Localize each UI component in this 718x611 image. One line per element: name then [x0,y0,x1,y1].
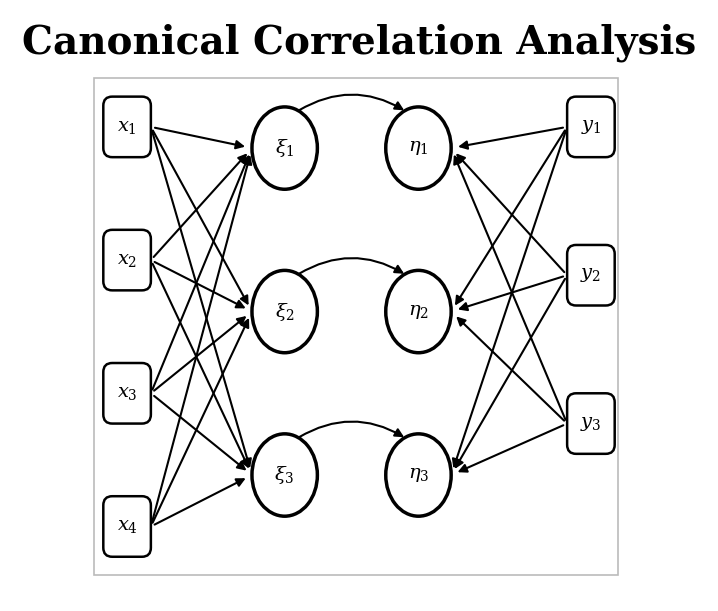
FancyBboxPatch shape [567,393,615,454]
Ellipse shape [386,107,451,189]
Text: $y_2$: $y_2$ [580,266,602,284]
Ellipse shape [386,434,451,516]
Text: $y_1$: $y_1$ [581,118,601,136]
FancyBboxPatch shape [103,363,151,423]
Text: $\eta_3$: $\eta_3$ [408,466,429,484]
FancyBboxPatch shape [567,97,615,157]
FancyBboxPatch shape [94,78,617,575]
Text: $\xi_3$: $\xi_3$ [274,464,295,486]
Ellipse shape [252,434,317,516]
Text: $x_1$: $x_1$ [117,118,137,136]
FancyBboxPatch shape [103,97,151,157]
Text: $x_2$: $x_2$ [117,251,137,269]
Ellipse shape [252,271,317,353]
Ellipse shape [252,107,317,189]
Ellipse shape [386,271,451,353]
Text: $x_3$: $x_3$ [117,384,137,402]
Text: $x_4$: $x_4$ [116,518,138,535]
Text: $\xi_2$: $\xi_2$ [275,301,294,323]
Text: $\xi_1$: $\xi_1$ [275,137,294,159]
Text: $\eta_1$: $\eta_1$ [409,139,429,157]
Text: $\eta_2$: $\eta_2$ [408,302,429,321]
Text: $y_3$: $y_3$ [580,414,602,433]
FancyBboxPatch shape [567,245,615,306]
FancyBboxPatch shape [103,230,151,290]
FancyBboxPatch shape [103,496,151,557]
Text: Canonical Correlation Analysis: Canonical Correlation Analysis [22,24,696,62]
